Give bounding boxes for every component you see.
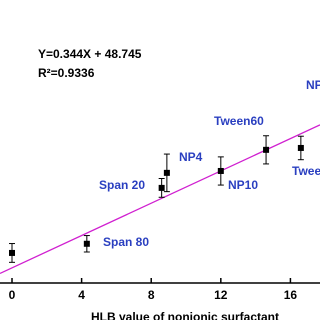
annotation: Span 20 [99,178,145,192]
fit-line [0,124,320,275]
point [9,249,16,256]
point [158,184,165,191]
x-tick-label: 8 [148,288,155,302]
point [297,144,304,151]
equation: Y=0.344X + 48.745 [38,47,142,61]
point [263,146,270,153]
x-tick-label: 0 [9,288,16,302]
annotation: NP10 [228,178,258,192]
x-tick-label: 12 [214,288,228,302]
point [83,240,90,247]
x-tick-label: 4 [78,288,85,302]
annotation: Twee [292,164,320,178]
r-squared: R²=0.9336 [38,66,95,80]
point [217,167,224,174]
point [163,169,170,176]
annotation: NP4 [179,150,203,164]
annotation: Span 80 [103,235,149,249]
x-axis-label: HLB value of nonionic surfactant [91,310,279,320]
annotation: NP [306,78,320,92]
x-tick-label: 16 [284,288,298,302]
annotation: Tween60 [214,114,264,128]
